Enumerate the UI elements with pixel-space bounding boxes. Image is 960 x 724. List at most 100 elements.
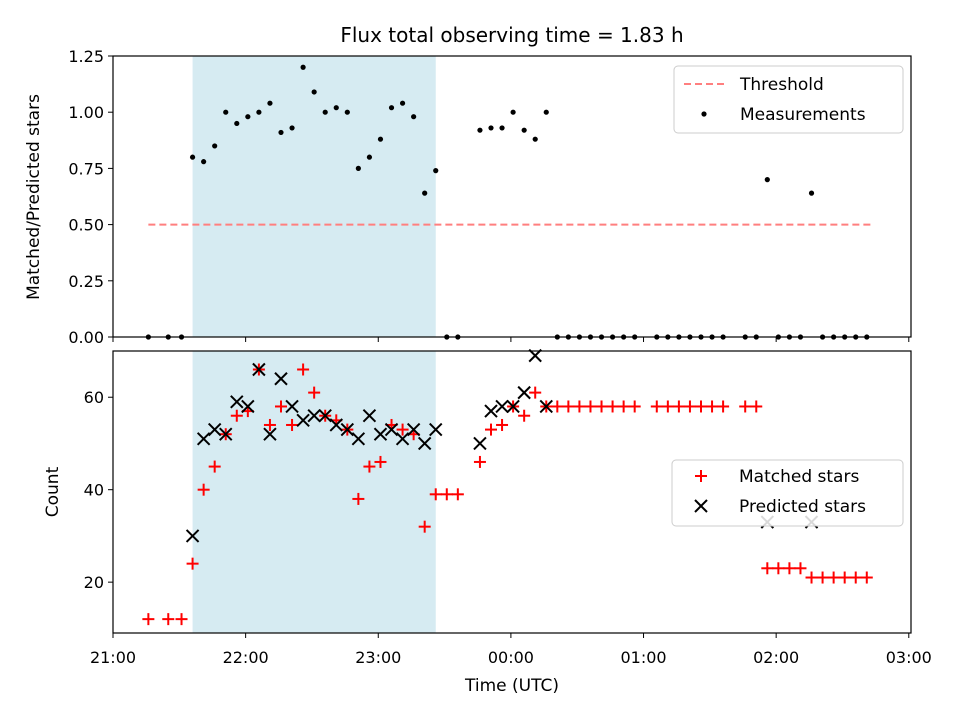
y-tick-label: 60 xyxy=(84,388,104,407)
matched-star-point xyxy=(451,488,464,501)
predicted-star-point xyxy=(362,409,377,423)
predicted-star-point xyxy=(329,418,343,432)
measurement-point xyxy=(234,120,240,127)
measurement-point xyxy=(366,154,373,160)
matched-star-point xyxy=(650,400,663,413)
measurements-legend-label: Measurements xyxy=(740,105,866,125)
ratio-y-label: Matched/Predicted stars xyxy=(24,94,44,300)
matched-star-point xyxy=(717,400,730,413)
matched-star-point xyxy=(617,400,630,413)
matched-star-point xyxy=(794,562,807,575)
measurement-point xyxy=(245,114,251,120)
predicted-star-point xyxy=(484,404,498,418)
matched-star-point xyxy=(772,562,785,575)
x-tick-label: 02:00 xyxy=(753,648,799,667)
count-legend-box xyxy=(671,459,904,527)
ratio-panel-frame xyxy=(112,55,912,338)
predicted-star-point xyxy=(252,362,266,377)
matched-star-point xyxy=(518,409,531,422)
predicted-star-point xyxy=(429,422,443,437)
matched-star-point xyxy=(706,400,719,413)
count-legend: Matched stars Predicted stars xyxy=(671,459,904,527)
matched-star-point xyxy=(308,386,321,399)
predicted-legend-label: Predicted stars xyxy=(739,497,866,517)
measurement-point xyxy=(289,125,295,131)
measurement-point xyxy=(411,114,417,120)
matched-star-point xyxy=(496,418,509,431)
matched-star-point xyxy=(374,455,387,468)
matched-star-point xyxy=(573,400,586,413)
measurement-point xyxy=(388,105,395,111)
y-tick-label: 0.25 xyxy=(68,272,104,291)
predicted-star-point xyxy=(285,399,299,414)
matched-star-point xyxy=(606,400,619,413)
measurement-point xyxy=(355,165,361,171)
predicted-star-point xyxy=(539,399,553,414)
matched-star-point xyxy=(849,571,862,584)
measurement-point xyxy=(333,105,339,111)
x-tick-label: 21:00 xyxy=(90,648,136,667)
measurement-point xyxy=(344,109,350,115)
matched-star-point xyxy=(208,460,221,473)
predicted-star-point xyxy=(395,432,410,446)
y-tick-label: 0.75 xyxy=(68,159,104,178)
measurement-point xyxy=(212,143,218,149)
matched-star-point xyxy=(162,613,175,626)
measurement-point xyxy=(267,100,273,106)
matched-star-point xyxy=(672,400,685,413)
matched-star-point xyxy=(827,571,840,584)
matched-legend-label: Matched stars xyxy=(739,467,859,487)
predicted-star-point xyxy=(185,529,200,543)
matched-star-point xyxy=(263,418,276,431)
measurement-point xyxy=(532,136,538,142)
matched-star-point xyxy=(418,520,431,533)
measurement-point xyxy=(300,64,306,70)
matched-star-point xyxy=(197,483,210,496)
measurement-point xyxy=(543,109,549,115)
measurement-point xyxy=(433,168,439,174)
predicted-star-point xyxy=(473,436,487,451)
predicted-star-point xyxy=(384,422,399,437)
matched-star-point xyxy=(363,460,376,473)
measurement-point xyxy=(256,109,262,115)
matched-star-point xyxy=(551,400,564,413)
predicted-star-point xyxy=(373,427,388,441)
predicted-star-point xyxy=(274,372,288,386)
x-tick-label: 01:00 xyxy=(620,648,666,667)
measurements-legend-swatch xyxy=(701,111,707,117)
predicted-star-point xyxy=(230,395,244,409)
matched-star-point xyxy=(661,400,674,413)
x-tick-label: 00:00 xyxy=(488,648,534,667)
measurement-point xyxy=(477,127,483,133)
matched-star-point xyxy=(429,488,442,501)
predicted-star-point xyxy=(263,427,277,441)
predicted-star-point xyxy=(196,432,211,446)
matched-star-point xyxy=(750,400,763,413)
y-tick-label: 1.00 xyxy=(68,103,104,122)
figure-title: Flux total observing time = 1.83 h xyxy=(340,23,683,47)
matched-legend-swatch xyxy=(695,470,707,482)
measurement-point xyxy=(422,190,428,196)
matched-star-point xyxy=(695,400,707,413)
matched-star-point xyxy=(230,409,243,422)
count-panel: 20 40 60 21:00 22:00 23:00 00:00 01:00 02:00 03:… xyxy=(43,348,932,696)
predicted-star-point xyxy=(340,422,355,437)
measurement-point xyxy=(488,125,494,131)
predicted-star-point xyxy=(351,432,366,446)
matched-star-point xyxy=(761,562,774,575)
matched-star-point xyxy=(297,363,310,376)
measurement-point xyxy=(764,177,770,183)
predicted-star-point xyxy=(219,427,233,441)
matched-star-point xyxy=(175,613,188,626)
predicted-legend-swatch xyxy=(694,499,708,513)
matched-star-point xyxy=(783,562,796,575)
matched-star-point xyxy=(485,423,497,436)
ratio-panel: 0.00 0.25 0.50 0.75 1.00 1.25 Matched/Predict… xyxy=(24,47,912,347)
y-tick-label: 20 xyxy=(84,573,104,592)
predicted-star-point xyxy=(207,422,222,437)
predicted-star-point xyxy=(495,399,509,414)
measurement-point xyxy=(223,109,229,115)
y-tick-label: 0.50 xyxy=(68,216,104,235)
matched-star-point xyxy=(838,571,851,584)
